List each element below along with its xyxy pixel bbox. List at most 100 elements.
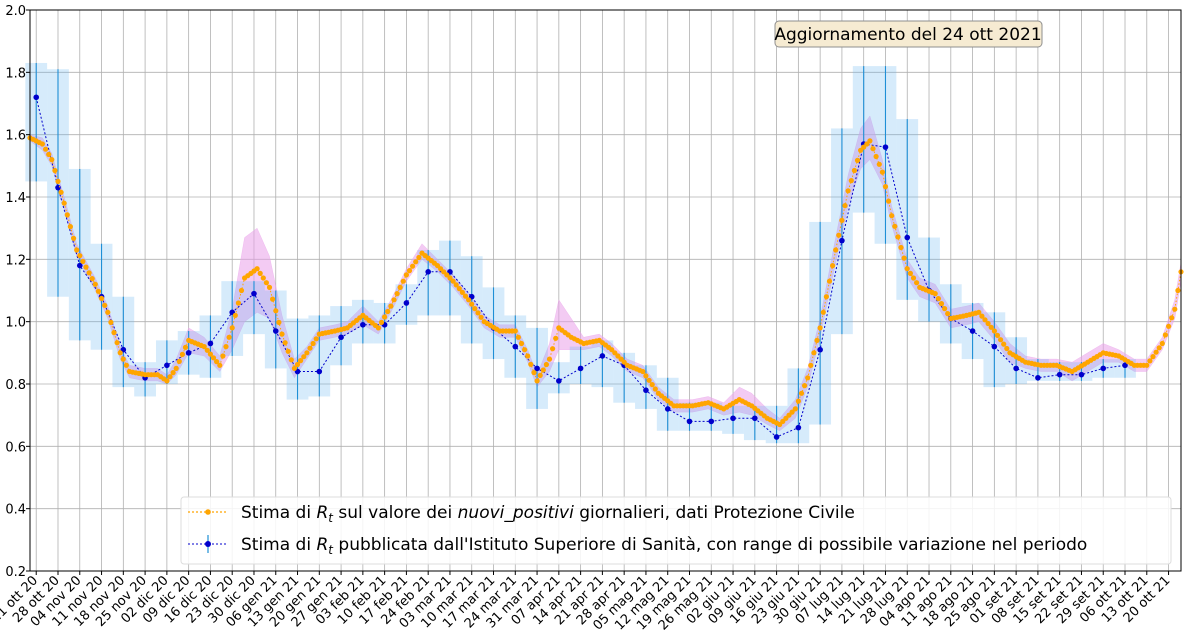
estimate-point xyxy=(805,375,811,381)
estimate-point xyxy=(789,409,795,415)
y-tick-label: 1.2 xyxy=(5,253,26,268)
estimate-point xyxy=(416,254,422,261)
estimate-point xyxy=(95,288,101,294)
estimate-point xyxy=(288,357,294,363)
estimate-point xyxy=(1169,315,1175,321)
iss-point xyxy=(577,365,584,372)
estimate-point xyxy=(882,184,889,190)
estimate-point xyxy=(649,382,655,388)
iss-point xyxy=(251,290,257,297)
estimate-point xyxy=(304,350,310,356)
estimate-point xyxy=(217,362,223,368)
estimate-point xyxy=(238,287,245,294)
legend-box xyxy=(180,496,1172,565)
estimate-point xyxy=(92,281,98,287)
estimate-point xyxy=(814,337,820,343)
estimate-point xyxy=(892,223,898,229)
estimate-point xyxy=(77,253,83,259)
estimate-point xyxy=(811,350,817,356)
estimate-point xyxy=(313,336,319,342)
estimate-point xyxy=(998,337,1004,343)
estimate-point xyxy=(173,365,179,371)
estimate-point xyxy=(979,313,985,319)
estimate-point xyxy=(83,264,89,270)
estimate-point xyxy=(1147,358,1153,364)
estimate-point xyxy=(98,295,105,301)
iss-point xyxy=(1013,365,1019,372)
estimate-point xyxy=(518,340,525,347)
estimate-point xyxy=(291,365,297,371)
estimate-point xyxy=(898,244,904,251)
estimate-point xyxy=(235,300,241,306)
estimate-point xyxy=(478,314,484,320)
estimate-point xyxy=(876,161,882,167)
estimate-series xyxy=(27,135,1184,428)
iss-point xyxy=(1078,371,1085,378)
estimate-point xyxy=(450,278,456,284)
estimate-point xyxy=(646,377,652,383)
estimate-point xyxy=(988,324,994,330)
legend-label-estimate: Stima di Rt sul valore dei nuovi_positiv… xyxy=(241,503,855,525)
estimate-point xyxy=(515,334,522,340)
estimate-point xyxy=(534,378,540,384)
y-tick-label: 0.4 xyxy=(5,503,26,518)
estimate-point xyxy=(525,353,531,359)
estimate-point xyxy=(792,406,798,412)
estimate-point xyxy=(263,280,269,286)
estimate-point xyxy=(842,203,848,209)
estimate-point xyxy=(285,348,291,354)
estimate-point xyxy=(1172,306,1178,312)
estimate-point xyxy=(826,278,833,284)
estimate-point xyxy=(830,263,836,269)
estimate-point xyxy=(43,146,49,152)
estimate-point xyxy=(942,306,948,312)
estimate-point xyxy=(179,351,185,357)
iss-point xyxy=(425,269,431,275)
estimate-point xyxy=(257,270,263,276)
estimate-point xyxy=(397,284,403,290)
estimate-point xyxy=(388,303,394,309)
estimate-point xyxy=(1150,354,1156,360)
estimate-point xyxy=(182,344,189,350)
estimate-point xyxy=(543,361,550,368)
estimate-point xyxy=(910,275,917,281)
y-tick-label: 1.4 xyxy=(5,191,26,206)
y-tick-label: 0.6 xyxy=(5,440,26,455)
estimate-point xyxy=(1166,323,1172,329)
iss-point xyxy=(1056,371,1063,378)
estimate-point xyxy=(170,370,176,376)
annotation-text: Aggiornamento del 24 ott 2021 xyxy=(774,25,1041,45)
estimate-point xyxy=(907,270,914,276)
y-tick-label: 1.6 xyxy=(5,129,26,144)
y-tick-label: 0.8 xyxy=(5,378,26,393)
estimate-point xyxy=(301,354,307,360)
estimate-point xyxy=(802,383,808,389)
estimate-point xyxy=(858,147,864,153)
estimate-point xyxy=(123,362,129,368)
iss-point xyxy=(708,418,715,425)
estimate-point xyxy=(475,310,481,316)
iss-point xyxy=(969,328,976,334)
iss-point xyxy=(643,387,649,394)
estimate-point xyxy=(867,138,873,144)
estimate-point xyxy=(52,167,58,174)
estimate-point xyxy=(553,335,559,341)
estimate-point xyxy=(820,309,826,315)
estimate-point xyxy=(298,358,304,364)
update-annotation: Aggiornamento del 24 ott 2021 xyxy=(774,20,1043,48)
estimate-point xyxy=(845,188,851,194)
estimate-point xyxy=(833,247,839,253)
estimate-point xyxy=(385,308,391,315)
legend-swatch-estimate-marker xyxy=(205,509,211,515)
estimate-point xyxy=(528,361,534,367)
estimate-point xyxy=(164,378,170,384)
estimate-point xyxy=(839,217,845,223)
estimate-point xyxy=(904,266,910,272)
estimate-point xyxy=(279,331,285,337)
estimate-point xyxy=(49,157,55,163)
estimate-point xyxy=(406,268,413,274)
estimate-point xyxy=(294,361,301,368)
iss-point xyxy=(512,343,519,350)
estimate-point xyxy=(652,386,658,392)
estimate-point xyxy=(546,356,553,362)
